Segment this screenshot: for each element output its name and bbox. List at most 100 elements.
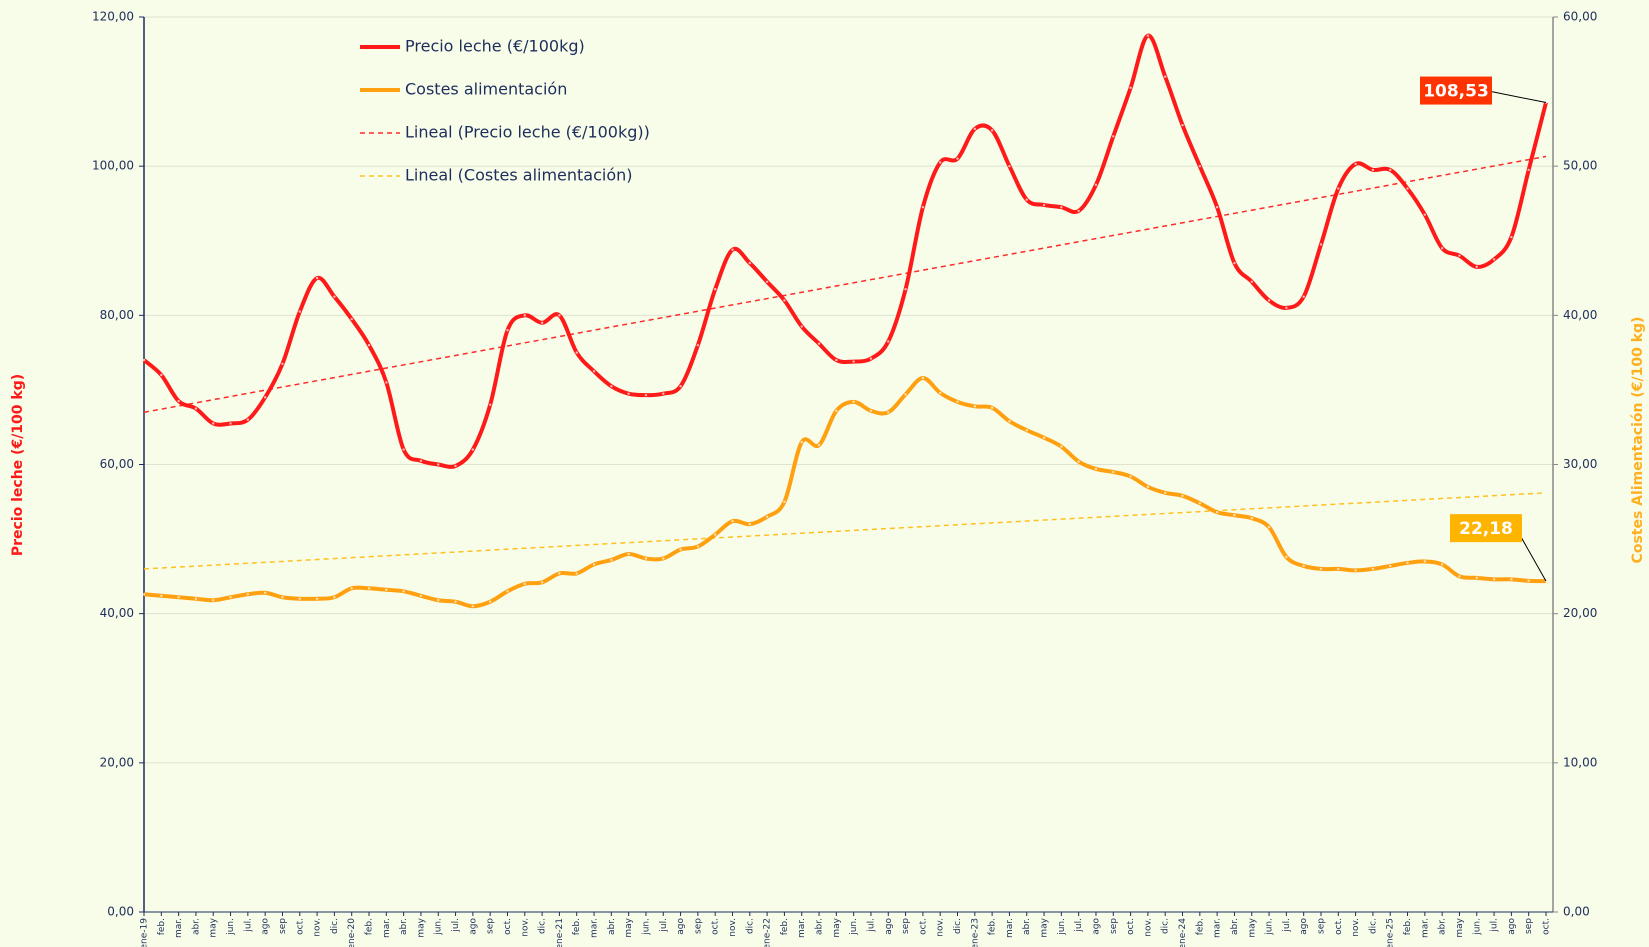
label-box [1450, 514, 1522, 543]
x-tick-label: ene-24 [1178, 918, 1188, 947]
point-dot [990, 406, 994, 410]
point-dot [869, 409, 873, 412]
x-tick-label: jun. [434, 918, 444, 936]
x-tick-label: nov. [1143, 918, 1153, 937]
x-tick-label: dic. [1368, 918, 1378, 934]
point-dot [454, 464, 457, 468]
point-dot [1492, 578, 1496, 581]
point-dot [887, 411, 890, 414]
point-dot [1302, 295, 1305, 298]
x-tick-label: mar. [174, 918, 184, 938]
x-tick-label: oct. [711, 918, 721, 935]
x-tick-label: jun. [849, 918, 859, 936]
y2-tick-label: 40,00 [1563, 308, 1597, 322]
point-dot [212, 422, 215, 425]
point-dot [367, 343, 371, 347]
point-dot [212, 599, 215, 602]
x-tick-label: may [832, 917, 842, 937]
point-dot [1233, 261, 1236, 265]
point-dot [1337, 187, 1340, 190]
point-dot [592, 563, 596, 566]
y2-tick-label: 60,00 [1563, 10, 1597, 24]
x-tick-label: mar. [797, 918, 807, 938]
x-tick-label: oct. [918, 918, 928, 935]
point-dot [367, 587, 371, 590]
point-dot [1060, 445, 1063, 448]
point-dot [748, 522, 752, 526]
point-dot [437, 599, 440, 602]
y-tick-label: 0,00 [107, 905, 134, 919]
point-dot [419, 594, 423, 597]
y2-axis-title: Costes Alimentación (€/100 kg) [1630, 317, 1646, 564]
point-dot [869, 357, 873, 360]
point-dot [627, 552, 630, 556]
y-tick-label: 100,00 [92, 159, 134, 173]
point-dot [679, 384, 682, 388]
point-dot [506, 590, 509, 593]
point-dot [1025, 198, 1028, 201]
series-line [143, 375, 1547, 609]
x-tick-label: ago [1091, 918, 1101, 935]
point-dot [1215, 511, 1219, 514]
callout-line [1485, 90, 1547, 104]
point-dot [1371, 168, 1375, 172]
point-dot [263, 396, 267, 399]
point-dot [1077, 209, 1080, 213]
point-dot [350, 587, 353, 590]
x-tick-label: jul. [243, 918, 253, 933]
point-dot [558, 314, 561, 317]
x-tick-label: sep [693, 918, 703, 934]
x-tick-label: mar. [590, 918, 600, 938]
point-dot [610, 558, 613, 562]
point-dot [1008, 420, 1011, 423]
x-tick-label: mar. [382, 918, 392, 938]
point-dot [1319, 243, 1323, 246]
x-tick-label: dic. [745, 918, 755, 934]
point-dot [1302, 564, 1305, 568]
x-tick-label: mar. [1420, 918, 1430, 938]
legend-label: Precio leche (€/100kg) [405, 37, 585, 56]
point-dot [281, 362, 284, 366]
point-dot [1060, 205, 1063, 209]
point-dot [904, 288, 907, 291]
x-tick-label: nov. [1351, 918, 1361, 937]
point-dot [1510, 235, 1513, 239]
x-tick-label: oct. [1126, 918, 1136, 935]
point-dot [385, 381, 388, 384]
x-tick-label: abr. [1438, 918, 1448, 935]
y2-tick-label: 10,00 [1563, 755, 1597, 769]
x-tick-label: oct. [503, 918, 513, 935]
point-dot [748, 261, 752, 265]
x-tick-label: feb. [1403, 918, 1413, 935]
x-tick-label: jul. [659, 918, 669, 933]
x-tick-label: ago [1507, 918, 1517, 935]
point-dot [142, 358, 146, 362]
point-dot [1285, 306, 1288, 310]
y-tick-label: 40,00 [100, 606, 134, 620]
point-dot [852, 400, 855, 404]
point-dot [471, 605, 475, 608]
point-dot [298, 310, 301, 313]
x-tick-label: ago [884, 918, 894, 935]
data-label: 108,53 [1423, 82, 1489, 102]
point-dot [1025, 428, 1028, 432]
point-dot [644, 557, 648, 560]
x-tick-label: jun. [641, 918, 651, 936]
point-dot [973, 127, 977, 131]
point-dot [1319, 567, 1323, 571]
y-axis-title: Precio leche (€/100 kg) [10, 374, 26, 556]
point-dot [1406, 561, 1409, 565]
point-dot [817, 443, 821, 447]
point-dot [315, 276, 319, 280]
point-dot [488, 403, 492, 407]
point-dot [1094, 183, 1098, 187]
x-tick-label: ene-22 [763, 918, 773, 947]
x-tick-label: ago [468, 918, 478, 935]
point-dot [887, 340, 890, 343]
point-dot [523, 582, 526, 586]
point-dot [1527, 579, 1530, 583]
x-tick-label: ene-25 [1386, 918, 1396, 947]
point-dot [921, 376, 925, 380]
x-tick-label: feb. [988, 918, 998, 935]
x-tick-label: sep [486, 918, 496, 934]
